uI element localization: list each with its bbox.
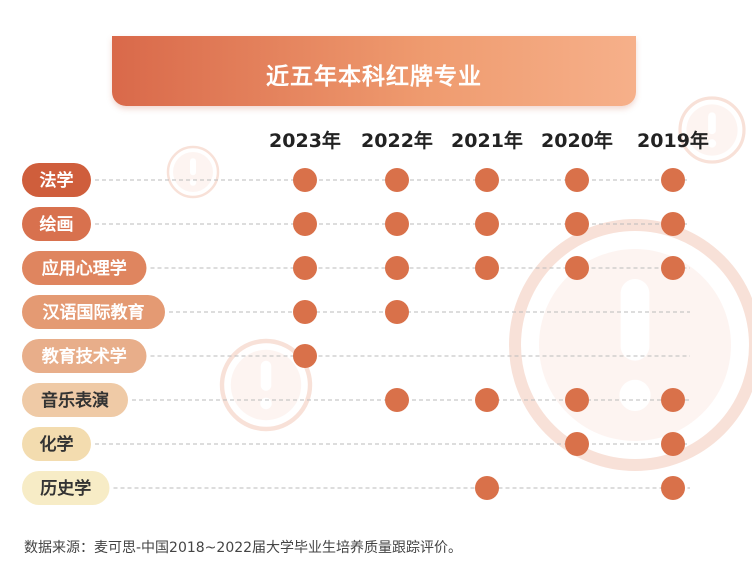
- red-card-dot: [385, 300, 409, 324]
- major-label: 法学: [40, 170, 74, 191]
- major-label: 汉语国际教育: [43, 302, 145, 323]
- red-card-dot: [293, 344, 317, 368]
- red-card-dot: [293, 300, 317, 324]
- watermark-dot: [707, 139, 717, 148]
- data-dots: [293, 168, 685, 500]
- year-headers: 2023年 2022年 2021年 2020年 2019年: [269, 129, 709, 152]
- watermark-ring: [678, 96, 746, 164]
- watermark-bar: [190, 158, 196, 176]
- watermark-dot: [619, 379, 651, 411]
- watermark-bar: [620, 279, 650, 361]
- red-card-dot: [565, 388, 589, 412]
- watermark-layer: [166, 96, 752, 471]
- year-header: 2020年: [541, 129, 613, 152]
- title-banner: 近五年本科红牌专业: [112, 36, 636, 106]
- major-pill: [22, 207, 91, 241]
- year-header: 2023年: [269, 129, 341, 152]
- red-card-dot: [565, 168, 589, 192]
- major-label: 音乐表演: [41, 390, 109, 411]
- page-title: 近五年本科红牌专业: [266, 64, 482, 90]
- watermark-bar: [260, 360, 272, 391]
- red-card-dot: [475, 212, 499, 236]
- major-pill: [22, 163, 91, 197]
- major-label: 应用心理学: [42, 258, 127, 279]
- red-card-dot: [475, 256, 499, 280]
- warning-watermark-icon: [509, 219, 752, 471]
- watermark-dot: [260, 397, 272, 410]
- warning-watermark-icon-small: [219, 338, 313, 432]
- warning-watermark-icon-corner: [678, 96, 746, 164]
- watermark-ring: [219, 338, 313, 432]
- red-card-dot: [475, 388, 499, 412]
- red-card-dot: [661, 212, 685, 236]
- major-pill: [22, 383, 128, 417]
- year-header: 2022年: [361, 129, 433, 152]
- watermark-dot: [189, 179, 197, 186]
- red-card-dot: [293, 168, 317, 192]
- warning-watermark-icon-tiny: [166, 145, 220, 199]
- red-card-dot: [661, 256, 685, 280]
- major-pill: [22, 295, 165, 329]
- watermark-ring: [166, 145, 220, 199]
- major-pill: [22, 251, 147, 285]
- major-label: 教育技术学: [41, 346, 127, 367]
- red-card-dot: [293, 212, 317, 236]
- red-card-dot: [565, 212, 589, 236]
- year-header: 2021年: [451, 129, 523, 152]
- red-card-dot: [385, 256, 409, 280]
- major-label: 化学: [40, 434, 74, 455]
- red-card-dot: [475, 168, 499, 192]
- red-card-dot: [661, 432, 685, 456]
- red-card-dot: [385, 212, 409, 236]
- major-pill: [22, 427, 91, 461]
- year-header: 2019年: [637, 129, 709, 152]
- red-card-dot: [385, 168, 409, 192]
- red-card-dot: [661, 168, 685, 192]
- red-card-dot: [661, 388, 685, 412]
- red-card-dot: [293, 256, 317, 280]
- major-label: 历史学: [40, 478, 91, 499]
- red-card-dot: [385, 388, 409, 412]
- major-label: 绘画: [40, 214, 74, 235]
- watermark-bar: [708, 112, 716, 135]
- source-note: 数据来源：麦可思-中国2018~2022届大学毕业生培养质量跟踪评价。: [24, 540, 463, 556]
- watermark-ring: [509, 219, 752, 471]
- major-pill: [22, 471, 110, 505]
- red-card-dot: [565, 432, 589, 456]
- major-pill: [22, 339, 147, 373]
- red-card-dot: [661, 476, 685, 500]
- red-card-dot: [475, 476, 499, 500]
- red-card-dot: [565, 256, 589, 280]
